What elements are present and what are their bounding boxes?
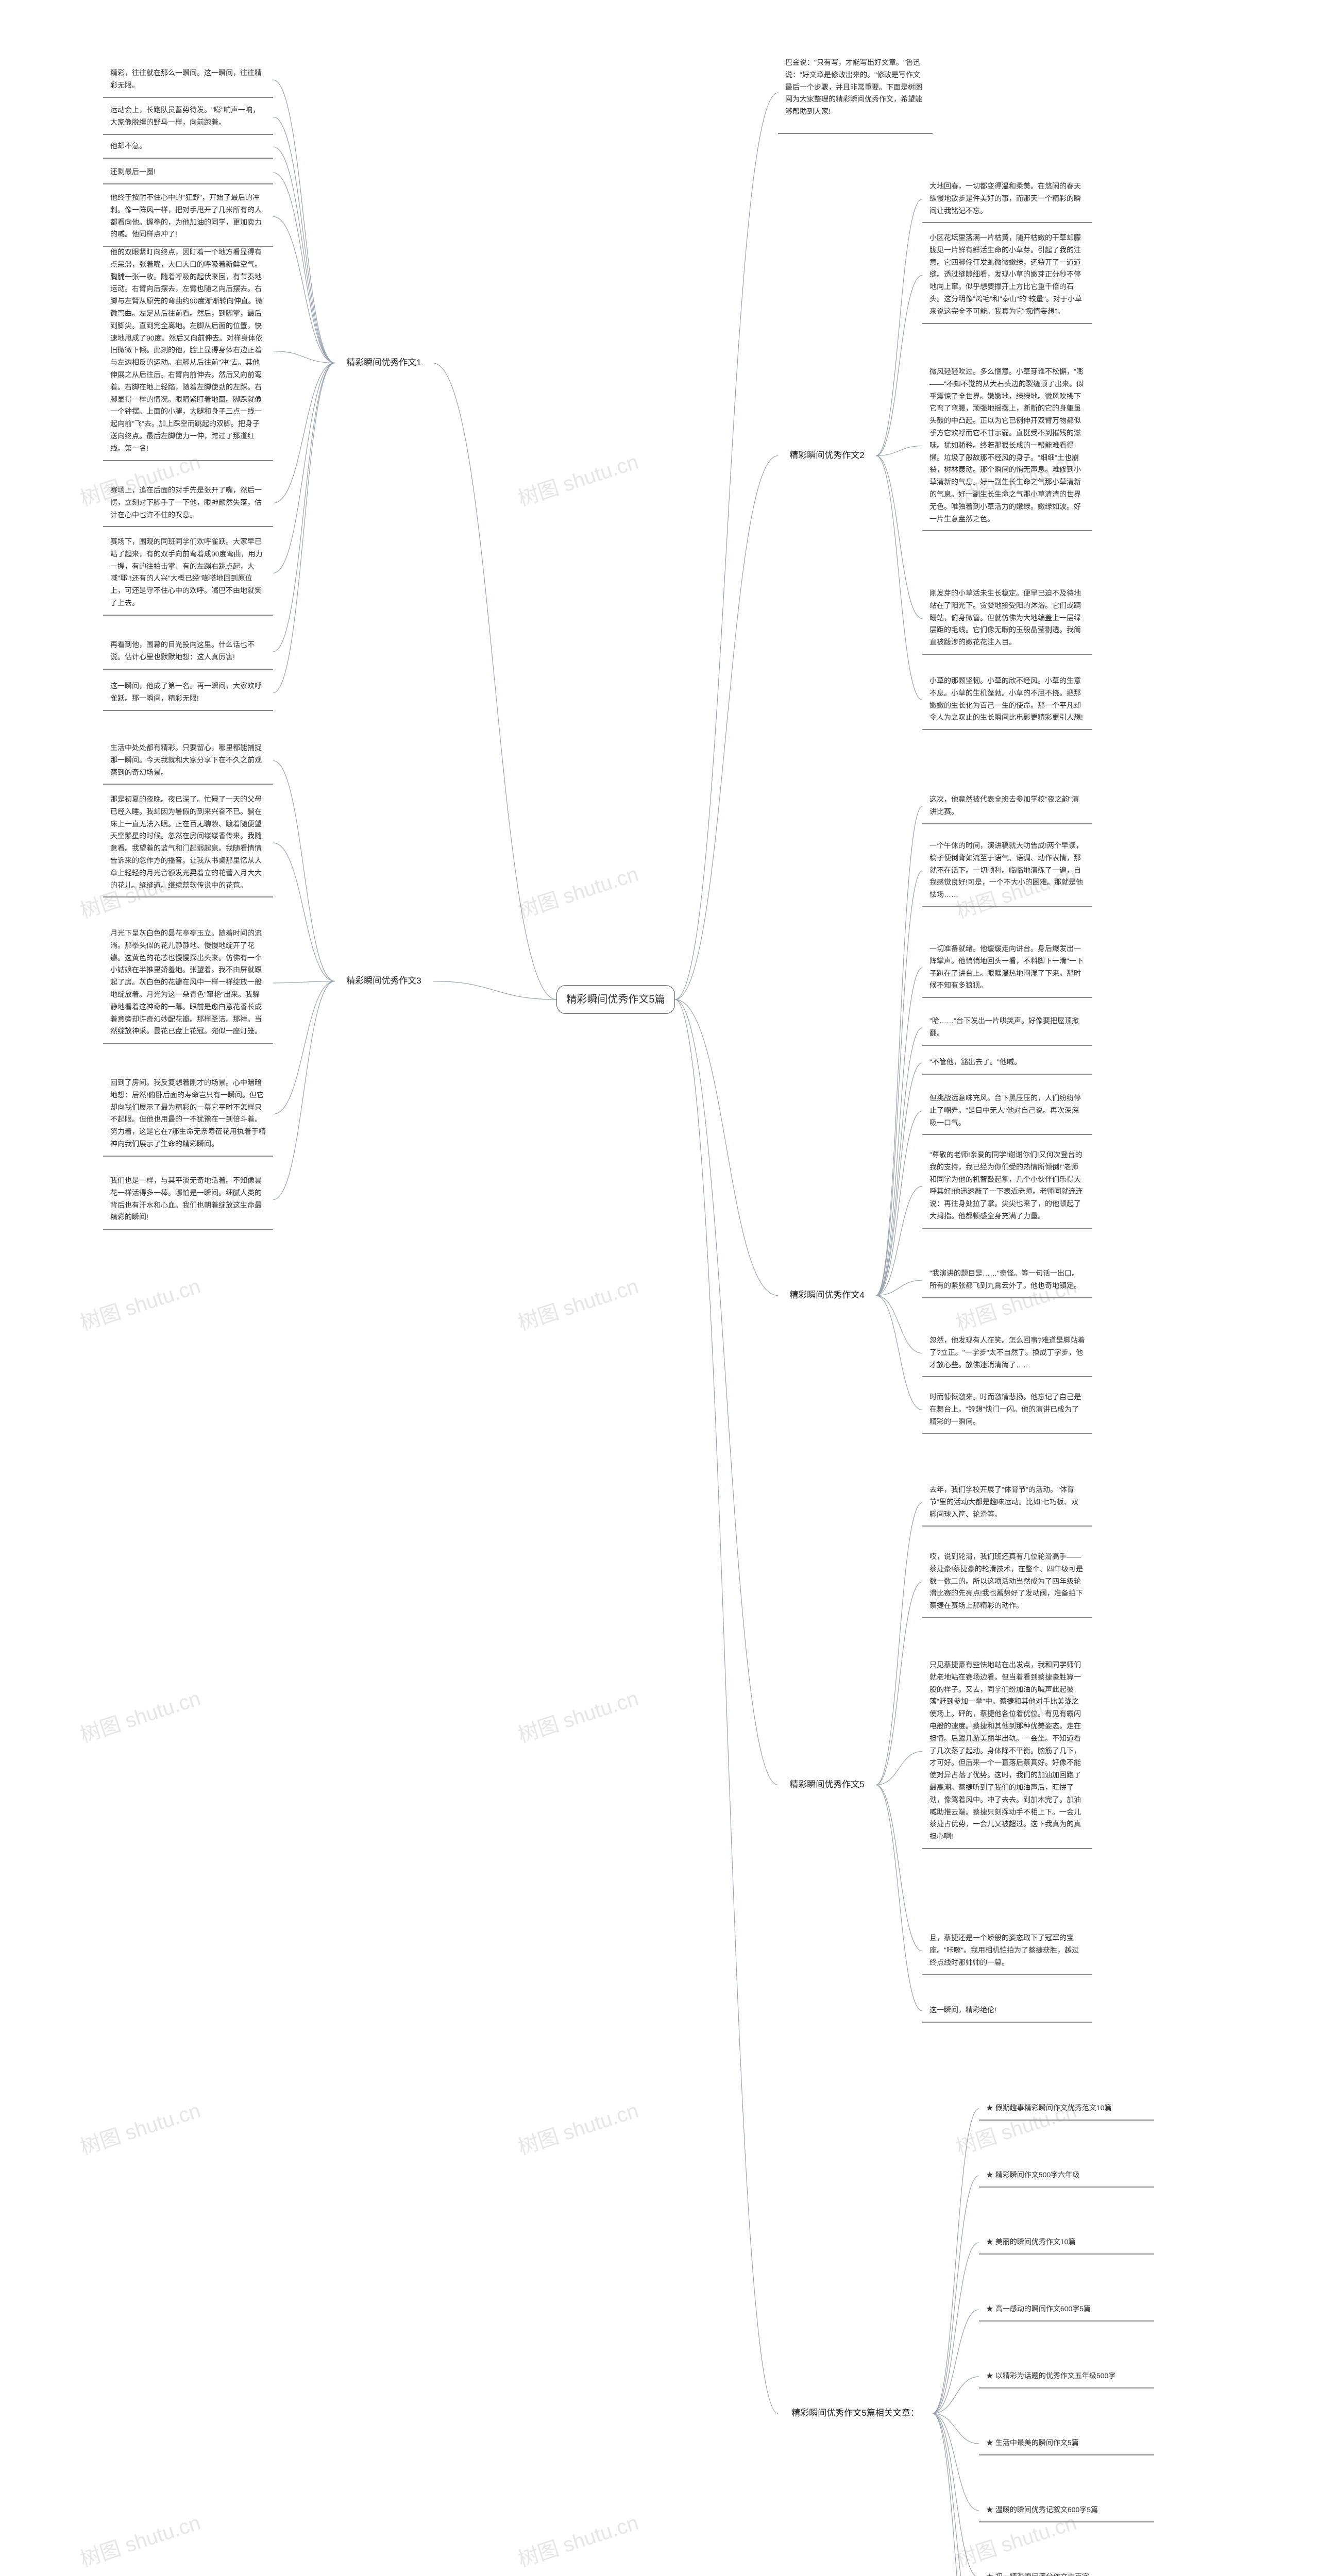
leaf-b4-9: 时而慷慨激来。时而激情悲扬。他忘记了自己是在舞台上。"铃想"快门一闪。他的演讲已… (922, 1386, 1092, 1434)
leaf-b1-3: 还剩最后一圈! (103, 161, 273, 184)
intro-leaf: 巴金说："只有写，才能写出好文章。"鲁迅说："好文章是修改出来的。"修改是写作文… (778, 52, 933, 134)
leaf-b1-9: 这一瞬间，他成了第一名。再一瞬间，大家欢呼雀跃。那一瞬间，精彩无限! (103, 675, 273, 711)
root-node: 精彩瞬间优秀作文5篇 (556, 985, 675, 1014)
leaf-rel-1: ★ 精彩瞬间作文500字六年级 (979, 2164, 1154, 2188)
leaf-b4-5: 但挑战远意味充风。台下黑压压的，人们纷纷停止了嘲弄。"是目中无人"他对自己说。再… (922, 1087, 1092, 1135)
leaf-b1-2: 他却不急。 (103, 135, 273, 159)
leaf-b4-6: "尊敬的老师!亲爱的同学!谢谢你们!又何次登台的我的支持，我已经为你们受的热情所… (922, 1144, 1092, 1229)
leaf-b2-1: 小区花坛里落满一片枯黄，随开枯嫩的干草却朦胧见一片鲜有鲜活生命的小草芽。引起了我… (922, 227, 1092, 324)
leaf-b4-2: 一切准备就绪。他缓缓走向讲台。身后爆发出一阵掌声。他悄悄地回头一看，不料脚下一滑… (922, 938, 1092, 998)
leaf-b5-1: 哎，说到轮滑，我们班还真有几位轮滑高手——蔡捷豪!蔡捷豪的轮滑技术，在整个、四年… (922, 1546, 1092, 1618)
leaf-b2-3: 刚发芽的小草活未生长稳定。便早已迫不及待地站在了阳光下。贪婪地接受阳的沐浴。它们… (922, 582, 1092, 655)
leaf-b3-2: 月光下呈灰白色的昙花亭亭玉立。随着时间的流淌。那拳头似的花儿静静地、慢慢地绽开了… (103, 922, 273, 1044)
leaf-b4-7: "我演讲的题目是……"奇怪。等一句话一出口。所有的紧张都飞到九霄云外了。他也奇地… (922, 1262, 1092, 1298)
leaf-b5-4: 这一瞬间，精彩绝伦! (922, 1999, 1092, 2023)
branch-rel: 精彩瞬间优秀作文5篇相关文章： (778, 2401, 933, 2426)
leaf-rel-7: ★ 初一精彩瞬间满分作文六百字 (979, 2566, 1154, 2576)
leaf-rel-6: ★ 温暖的瞬间优秀记叙文600字5篇 (979, 2499, 1154, 2522)
branch-b2: 精彩瞬间优秀作文2 (778, 443, 876, 468)
leaf-b2-2: 微风轻轻吹过。多么惬意。小草芽谁不松懈，"嘭——"不知不觉的从大石头边的裂缝顶了… (922, 361, 1092, 531)
branch-b1: 精彩瞬间优秀作文1 (335, 350, 433, 376)
leaf-rel-3: ★ 高一感动的瞬间作文600字5篇 (979, 2298, 1154, 2321)
leaf-b3-0: 生活中处处都有精彩。只要留心，哪里都能捕捉那一瞬间。今天我就和大家分享下在不久之… (103, 737, 273, 785)
leaf-b4-4: "不管他，豁出去了。"他喊。 (922, 1051, 1092, 1075)
leaf-b5-0: 去年，我们学校开展了"体育节"的活动。"体育节"里的活动大都是趣味运动。比如:七… (922, 1479, 1092, 1527)
mindmap-layer: 精彩瞬间优秀作文5篇 巴金说："只有写，才能写出好文章。"鲁迅说："好文章是修改出… (0, 0, 1319, 2576)
leaf-b3-3: 回到了房间。我反复想着刚才的场景。心中暗暗地想：居然!俯卧后面的寿命岂只有一瞬间… (103, 1072, 273, 1157)
branch-b3: 精彩瞬间优秀作文3 (335, 969, 433, 994)
leaf-b1-4: 他终于按耐不住心中的"狂野"，开始了最后的冲刺。像一阵风一样，把对手甩开了几米所… (103, 187, 273, 247)
leaf-b1-6: 赛场上，追在后面的对手先是张开了嘴，然后一愣，立刻对下脚手了一下他，眼神颇然失落… (103, 479, 273, 527)
leaf-b2-4: 小草的那颗坚韧。小草的欣不经风。小草的生意不息。小草的生机蓬勃。小草的不屈不挠。… (922, 670, 1092, 730)
leaf-rel-4: ★ 以精彩为话题的优秀作文五年级500字 (979, 2365, 1154, 2388)
leaf-b1-7: 赛场下，围观的同班同学们欢呼雀跃。大家早已站了起来，有的双手向前弯着成90度弯曲… (103, 531, 273, 616)
leaf-rel-2: ★ 美丽的瞬间优秀作文10篇 (979, 2231, 1154, 2255)
leaf-rel-5: ★ 生活中最美的瞬间作文5篇 (979, 2432, 1154, 2455)
branch-b5: 精彩瞬间优秀作文5 (778, 1772, 876, 1798)
leaf-rel-0: ★ 假期趣事精彩瞬间作文优秀范文10篇 (979, 2097, 1154, 2121)
leaf-b5-3: 且，蔡捷还是一个娇般的姿态取下了冠军的宝座。"咔嚓"。我用相机怕拍为了蔡捷获胜，… (922, 1927, 1092, 1975)
leaf-b1-0: 精彩，往往就在那么一瞬间。这一瞬间，往往精彩无限。 (103, 62, 273, 98)
branch-b4: 精彩瞬间优秀作文4 (778, 1283, 876, 1308)
leaf-b4-3: "哈……"台下发出一片哄笑声。好像要把屋顶掀翻。 (922, 1010, 1092, 1046)
leaf-b4-1: 一个午休的时间，演讲稿就大功告成!两个早读，稿子便倒背如流至于语气、语调、动作表… (922, 835, 1092, 907)
leaf-b3-1: 那是初夏的夜晚。夜已深了。忙碌了一天的父母已经入睡。我却因为暑假的到来兴奋不已。… (103, 788, 273, 897)
leaf-b3-4: 我们也是一样，与其平淡无奇地活着。不知像昙花一样活得多一棒。哪怕是一瞬间。细腻人… (103, 1170, 273, 1230)
leaf-b1-5: 他的双眼紧盯向终点，因盯着一个地方看显得有点呆滞，张着嘴，大口大口的呼吸着新鲜空… (103, 241, 273, 461)
leaf-b1-8: 再看到他，围幕的目光投向这里。什么话也不说。估计心里也默默地想：这人真厉害! (103, 634, 273, 670)
leaf-b1-1: 运动会上，长跑队员蓄势待发。"嘭"响声一响，大家像脱缰的野马一样，向前跑着。 (103, 99, 273, 135)
leaf-b5-2: 只见蔡捷豪有些怯地站在出发点，我和同学师们就老地站在赛场边看。但当着看到蔡捷豪胜… (922, 1654, 1092, 1849)
leaf-b4-8: 忽然，他发现有人在笑。怎么回事?难道是脚站着了?立正。"一学步"太不自然了。换成… (922, 1329, 1092, 1377)
leaf-b2-0: 大地回春，一切都变得温和柔美。在悠闲的春天纵慢地散步是件美好的事，而那天一个精彩… (922, 175, 1092, 223)
leaf-b4-0: 这次，他竟然被代表全班去参加学校"夜之韵"演讲比赛。 (922, 788, 1092, 824)
